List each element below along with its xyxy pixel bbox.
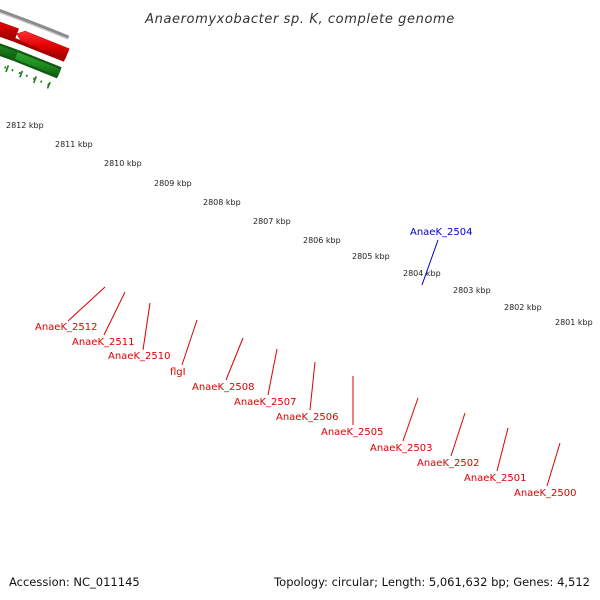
forward-gene [16, 30, 70, 60]
scale-track: 2812 kbp 2811 kbp 2810 kbp 2809 kbp 2808 kbp… [6, 0, 593, 327]
gene-leader-line [421, 239, 439, 286]
inner-dot [25, 74, 28, 78]
genome-summary-label: Topology: circular; Length: 5,061,632 bp… [273, 575, 590, 589]
gene-leader-line [67, 286, 106, 322]
gene-leader-line [103, 291, 126, 336]
inner-dot [47, 83, 50, 86]
scale-label: 2802 kbp [504, 303, 542, 312]
scale-label: 2803 kbp [453, 286, 491, 295]
gene-label: AnaeK_2501 [464, 473, 526, 484]
inner-dot [4, 66, 7, 69]
gene-leader-line [181, 319, 198, 366]
scale-label: 2804 kbp [403, 269, 441, 278]
accession-label: Accession: NC_011145 [9, 575, 140, 589]
scale-label: 2806 kbp [303, 236, 341, 245]
gene-label: AnaeK_2502 [417, 458, 479, 469]
scale-label: 2805 kbp [352, 252, 390, 261]
minor-tick [19, 70, 24, 78]
scale-label: 2807 kbp [253, 217, 291, 226]
gene-label: AnaeK_2507 [234, 397, 296, 408]
gene-label: AnaeK_2512 [35, 322, 97, 333]
gene-label: AnaeK_2508 [192, 382, 254, 393]
gene-track [0, 21, 70, 89]
gene-label: AnaeK_2505 [321, 427, 383, 438]
gene-leader-line [309, 361, 316, 411]
scale-label: 2810 kbp [104, 159, 142, 168]
gene-leader-line [142, 302, 151, 351]
gene-label: AnaeK_2500 [514, 488, 576, 499]
gene-leader-line [546, 442, 561, 487]
forward-gene [0, 21, 20, 40]
gene-leader-line [402, 397, 419, 442]
gene-label: flgI [170, 367, 186, 378]
gene-label: AnaeK_2511 [72, 337, 134, 348]
reverse-gene [0, 45, 18, 60]
gene-leader-line [267, 348, 278, 396]
gene-label: AnaeK_2506 [276, 412, 338, 423]
gene-leader-line [450, 412, 466, 457]
inner-dot [40, 80, 43, 83]
scale-label: 2808 kbp [203, 198, 241, 207]
inner-dot [32, 77, 36, 80]
gene-label: AnaeK_2510 [108, 351, 170, 362]
forward-gene-shadow [13, 38, 66, 62]
gene-label: AnaeK_2503 [370, 443, 432, 454]
gene-leader-line [496, 427, 509, 472]
minor-tick [32, 76, 38, 84]
scale-label: 2812 kbp [6, 121, 44, 130]
minor-tick [5, 65, 10, 73]
map-title: Anaeromyxobacter sp. K, complete genome [144, 12, 455, 27]
scale-label: 2809 kbp [154, 179, 192, 188]
gene-label: AnaeK_2504 [410, 227, 472, 238]
gene-leader-line [225, 337, 244, 381]
inner-dot [18, 71, 21, 75]
scale-label: 2801 kbp [555, 318, 593, 327]
inner-dot [11, 68, 14, 72]
scale-label: 2811 kbp [55, 140, 93, 149]
